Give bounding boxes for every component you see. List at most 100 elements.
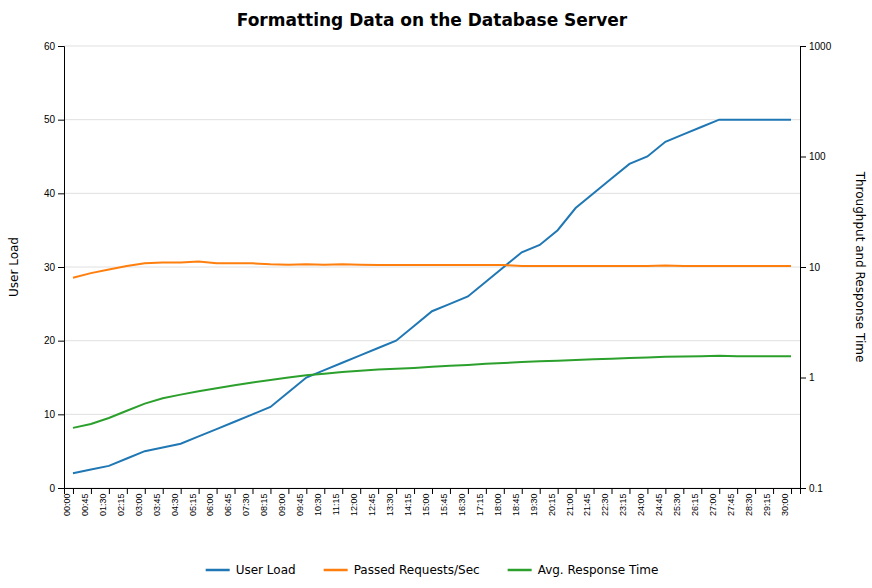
y2-tick-mark <box>800 157 806 158</box>
x-tick-mark <box>145 488 146 494</box>
y2-tick-label: 1 <box>809 372 815 383</box>
x-tick: 18:00 <box>493 488 505 516</box>
x-tick: 12:45 <box>367 488 379 516</box>
x-tick-mark <box>127 488 128 494</box>
x-tick-mark <box>594 488 595 494</box>
x-tick-label: 28:30 <box>744 493 754 516</box>
legend-swatch <box>324 569 348 572</box>
x-tick: 02:15 <box>116 488 128 516</box>
x-tick-mark <box>73 488 74 494</box>
x-tick-label: 00:45 <box>80 493 90 516</box>
x-tick-label: 12:45 <box>367 493 377 516</box>
x-tick: 30:00 <box>780 488 792 516</box>
x-tick-mark <box>701 488 702 494</box>
y2-tick-label: 0.1 <box>809 483 823 494</box>
y-tick-label: 50 <box>44 114 56 125</box>
legend-item: User Load <box>206 563 296 577</box>
x-tick-mark <box>683 488 684 494</box>
x-tick-mark <box>522 488 523 494</box>
series-line <box>73 262 791 278</box>
x-tick: 08:15 <box>259 488 271 516</box>
x-tick: 11:15 <box>331 488 343 515</box>
x-tick-mark <box>306 488 307 494</box>
chart: 00:0000:4501:3002:1503:0003:4504:3005:15… <box>0 0 872 588</box>
x-tick: 06:45 <box>223 488 235 516</box>
x-tick-mark <box>324 488 325 494</box>
x-tick: 12:00 <box>349 488 361 516</box>
x-tick-label: 08:15 <box>259 493 269 516</box>
x-tick-mark <box>737 488 738 494</box>
x-tick-label: 20:15 <box>547 493 557 516</box>
x-tick: 20:15 <box>547 488 559 516</box>
y-tick: 40 <box>44 188 64 199</box>
y2-axis-title: Throughput and Response Time <box>853 171 867 363</box>
x-tick-label: 21:45 <box>582 493 592 516</box>
x-tick-mark <box>288 488 289 494</box>
legend-item: Passed Requests/Sec <box>324 563 480 577</box>
grid-line <box>64 340 800 341</box>
x-tick: 23:15 <box>618 488 630 516</box>
y2-tick-mark <box>800 488 806 489</box>
lines <box>73 120 791 474</box>
x-axis: 00:0000:4501:3002:1503:0003:4504:3005:15… <box>62 488 801 516</box>
y2-tick-label: 1000 <box>809 41 832 52</box>
x-tick: 28:30 <box>744 488 756 516</box>
x-tick-mark <box>199 488 200 494</box>
x-tick-mark <box>755 488 756 494</box>
x-tick-mark <box>396 488 397 494</box>
x-tick-label: 24:45 <box>654 493 664 516</box>
x-tick-label: 19:30 <box>529 493 539 516</box>
x-tick: 26:15 <box>690 488 702 516</box>
y-tick-label: 60 <box>44 41 56 52</box>
y-tick: 60 <box>44 41 64 52</box>
x-tick-mark <box>181 488 182 494</box>
y-tick-label: 20 <box>44 335 56 346</box>
x-tick-mark <box>629 488 630 494</box>
x-tick-mark <box>504 488 505 494</box>
plot: 00:0000:4501:3002:1503:0003:4504:3005:15… <box>44 41 832 516</box>
x-tick: 18:45 <box>511 488 523 516</box>
x-tick-mark <box>163 488 164 494</box>
x-tick-label: 00:00 <box>62 493 72 516</box>
x-tick: 04:30 <box>170 488 182 516</box>
x-tick-label: 09:00 <box>277 493 287 516</box>
x-tick-label: 18:45 <box>511 493 521 516</box>
x-tick: 15:00 <box>421 488 433 516</box>
y2-tick-mark <box>800 378 806 379</box>
x-tick: 24:00 <box>636 488 648 516</box>
grid-line <box>64 119 800 120</box>
grid-line <box>64 414 800 415</box>
x-tick: 09:45 <box>295 488 307 516</box>
x-tick: 01:30 <box>98 488 110 516</box>
x-tick: 27:00 <box>708 488 720 516</box>
x-tick-mark <box>360 488 361 494</box>
x-tick: 21:00 <box>565 488 577 516</box>
y-tick: 0 <box>49 483 64 494</box>
x-tick-label: 10:30 <box>313 493 323 516</box>
x-tick-label: 22:30 <box>600 493 610 516</box>
x-tick-mark <box>612 488 613 494</box>
grid <box>64 46 800 488</box>
y-axis: 0 10 20 30 40 50 60 <box>44 41 65 494</box>
x-tick-label: 06:45 <box>223 493 233 516</box>
y-tick-label: 30 <box>44 262 56 273</box>
x-tick-label: 03:00 <box>134 493 144 516</box>
x-tick: 17:15 <box>475 488 487 516</box>
y2-axis-line <box>801 47 807 489</box>
x-axis-line <box>65 489 801 495</box>
x-tick-mark <box>270 488 271 494</box>
x-tick: 10:30 <box>313 488 325 516</box>
series-line <box>73 120 791 474</box>
y-tick: 10 <box>44 409 64 420</box>
x-tick-mark <box>647 488 648 494</box>
y-tick-label: 10 <box>44 409 56 420</box>
x-tick-mark <box>773 488 774 494</box>
x-tick-label: 27:45 <box>726 493 736 516</box>
x-tick-label: 12:00 <box>349 493 359 516</box>
x-tick: 00:45 <box>80 488 92 516</box>
x-tick-label: 09:45 <box>295 493 305 516</box>
y-axis-title: User Load <box>7 237 21 297</box>
x-tick: 06:00 <box>205 488 217 516</box>
x-tick-label: 01:30 <box>98 493 108 516</box>
y-tick-label: 40 <box>44 188 56 199</box>
